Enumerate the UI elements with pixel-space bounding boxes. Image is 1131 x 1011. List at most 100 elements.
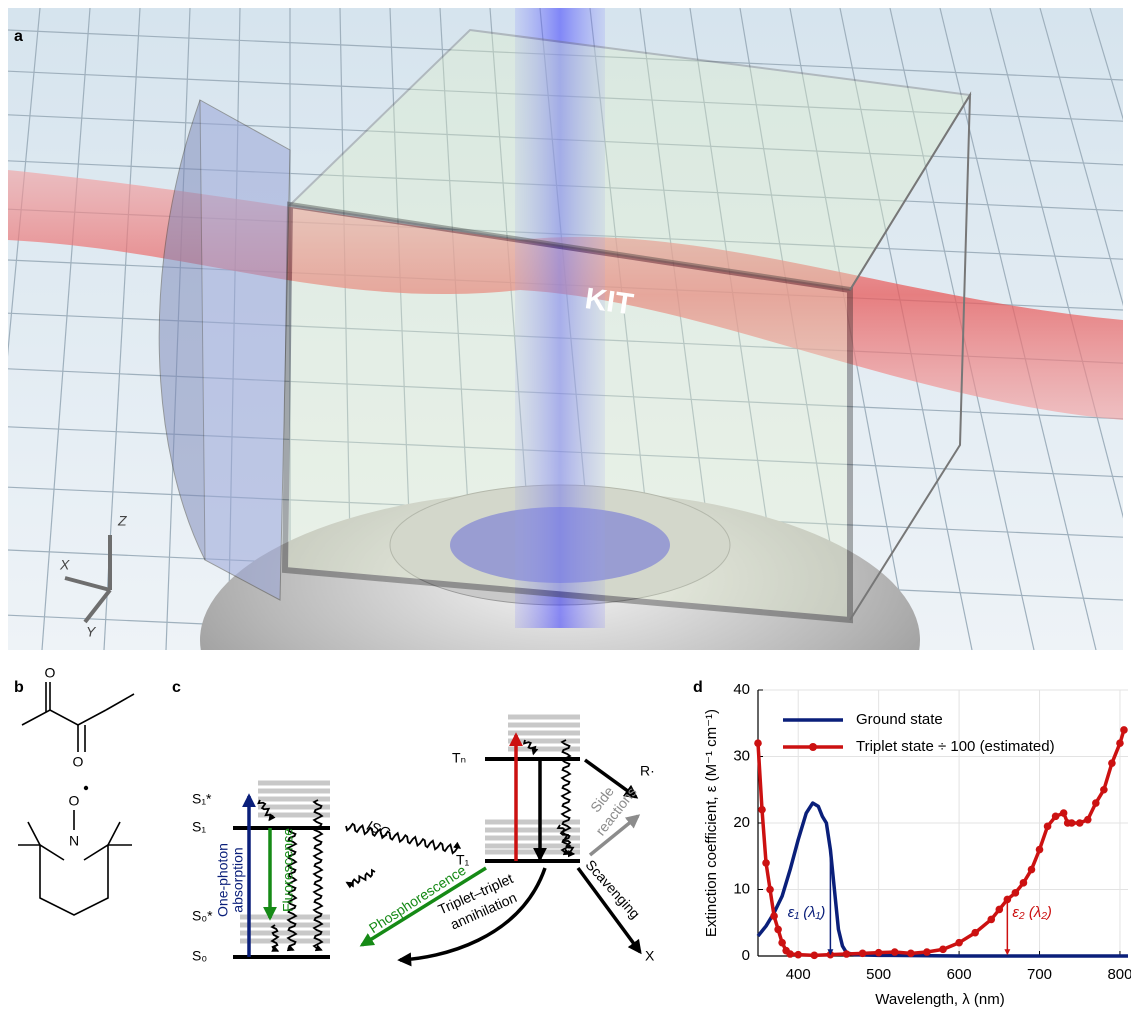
data-point	[774, 925, 782, 934]
data-point	[1027, 865, 1036, 874]
data-point	[874, 948, 883, 957]
series-line	[756, 729, 1126, 958]
data-point	[810, 951, 819, 960]
data-point	[858, 949, 867, 958]
transition-arrow	[576, 866, 642, 955]
y-tick-label: 10	[733, 880, 750, 897]
cylindrical-lens	[199, 99, 291, 601]
atom-label: N	[69, 833, 79, 849]
wavy-transition	[270, 924, 280, 952]
grid-line	[8, 8, 41, 357]
data-point	[955, 938, 963, 947]
transition-arrow	[397, 867, 547, 967]
data-point	[971, 928, 979, 937]
panel-label: b	[14, 679, 24, 696]
lens-curve	[158, 99, 206, 561]
data-point	[766, 885, 774, 894]
data-point	[770, 912, 778, 920]
wavy-transition	[286, 827, 298, 952]
x-axis-title: Wavelength, λ (nm)	[875, 991, 1005, 1008]
axis-y: Y	[86, 624, 97, 640]
wavy-transition	[556, 824, 576, 858]
series-line	[756, 801, 1128, 958]
axis-x: X	[59, 557, 70, 573]
molecule-bonds	[18, 682, 135, 916]
data-point	[1108, 759, 1116, 767]
data-point	[923, 948, 931, 956]
process-label: Fluorescence	[280, 828, 296, 912]
data-point	[762, 859, 770, 867]
level-label: S₁	[192, 819, 206, 835]
level-label: S₀*	[192, 908, 213, 924]
y-tick-label: 30	[733, 747, 750, 764]
data-point	[778, 938, 786, 947]
level-label: T₁	[456, 852, 470, 868]
annotation-label: ε₁ (λ₁)	[788, 904, 826, 921]
legend-marker	[809, 743, 817, 751]
panel-label: d	[693, 679, 703, 696]
data-point	[1092, 799, 1100, 807]
panel-label: a	[14, 28, 23, 45]
data-point	[939, 945, 947, 954]
data-point	[907, 949, 915, 958]
data-point	[842, 950, 851, 958]
data-point	[995, 905, 1004, 914]
transition-arrow	[588, 814, 641, 857]
x-tick-label: 600	[947, 966, 972, 983]
panel-label: c	[172, 679, 181, 696]
data-point	[1083, 815, 1092, 824]
level-label: S₀	[192, 948, 207, 964]
data-point	[754, 739, 762, 747]
data-point	[1043, 822, 1052, 831]
annotation-label: ε₂ (λ₂)	[1012, 904, 1052, 921]
level-label: Tₙ	[452, 750, 466, 766]
y-tick-label: 20	[733, 814, 750, 831]
data-point	[1059, 809, 1068, 817]
process-label: One-photon	[215, 843, 231, 917]
data-point	[1067, 819, 1076, 827]
data-point	[1051, 812, 1060, 821]
axis-z: Z	[117, 513, 127, 529]
wavy-transition	[522, 739, 539, 756]
data-point	[890, 948, 899, 956]
level-label: X	[645, 948, 655, 964]
radical-dot	[83, 785, 89, 791]
wavy-transition	[345, 868, 376, 889]
legend-label: Ground state	[856, 711, 943, 728]
data-point	[1116, 739, 1124, 747]
x-tick-label: 400	[786, 966, 811, 983]
energy-diagram: S₁* S₁ S₀* S₀ Tₙ T₁ R· X One-photon absorption Flu…	[192, 714, 655, 967]
transition-arrow	[583, 758, 639, 799]
data-point	[1019, 879, 1028, 887]
x-tick-label: 500	[866, 966, 891, 983]
coordinate-axes	[64, 535, 112, 624]
legend-label: Triplet state ÷ 100 (estimated)	[856, 738, 1055, 755]
atom-label: O	[73, 754, 84, 770]
scene: KIT Z X Y	[8, 8, 1123, 650]
x-tick-label: 700	[1027, 966, 1052, 983]
data-point	[1075, 819, 1084, 827]
level-label: S₁*	[192, 791, 212, 807]
light-sheet	[515, 8, 605, 628]
y-axis-title: Extinction coefficient, ε (M⁻¹ cm⁻¹)	[703, 709, 720, 937]
grid-line	[41, 8, 91, 650]
atom-label: O	[45, 665, 56, 681]
atom-label: O	[69, 793, 80, 809]
data-point	[786, 950, 794, 958]
grid-line	[1039, 8, 1123, 307]
data-point	[1011, 889, 1020, 897]
data-point	[987, 915, 996, 924]
grid-line	[1089, 8, 1123, 121]
data-point	[1035, 845, 1044, 854]
data-point	[1120, 726, 1128, 734]
data-point	[758, 805, 766, 814]
wavy-transition	[312, 799, 324, 952]
wavy-transition	[257, 799, 276, 822]
level-label: R·	[640, 763, 655, 779]
process-label: absorption	[230, 847, 246, 912]
y-tick-label: 0	[742, 947, 750, 964]
cuvette-side	[849, 91, 972, 621]
data-point	[794, 950, 803, 959]
